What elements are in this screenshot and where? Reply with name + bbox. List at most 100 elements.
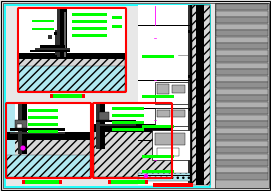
Bar — [196, 5, 204, 185]
Bar — [112, 121, 144, 124]
Bar — [142, 125, 174, 128]
Bar — [142, 95, 174, 97]
Bar — [216, 56, 268, 62]
Bar — [96, 124, 136, 126]
Bar — [94, 104, 171, 177]
Bar — [216, 23, 268, 30]
Bar — [216, 154, 268, 160]
Bar — [28, 123, 58, 125]
Bar — [216, 89, 268, 95]
Bar — [10, 132, 65, 134]
Bar — [188, 30, 191, 33]
Bar — [64, 12, 66, 57]
Bar — [188, 75, 191, 78]
Bar — [216, 17, 268, 23]
Bar — [216, 82, 268, 88]
Bar — [138, 175, 190, 176]
Bar — [188, 150, 191, 153]
Bar — [112, 114, 144, 117]
Bar — [15, 120, 27, 128]
Bar — [216, 11, 268, 17]
Bar — [216, 134, 268, 140]
Bar — [5, 5, 210, 187]
Bar — [216, 76, 268, 82]
Bar — [215, 3, 269, 188]
Bar — [142, 170, 174, 172]
Bar — [35, 48, 70, 50]
Bar — [216, 30, 268, 36]
Bar — [19, 66, 125, 91]
Bar — [22, 104, 27, 154]
Bar — [216, 147, 268, 153]
Bar — [48, 35, 52, 39]
Bar — [190, 5, 192, 185]
Bar — [28, 109, 58, 112]
Bar — [138, 5, 210, 185]
Bar — [112, 25, 122, 28]
Bar — [28, 116, 58, 118]
Bar — [216, 102, 268, 108]
Bar — [138, 140, 190, 141]
Bar — [17, 124, 22, 128]
Bar — [32, 20, 54, 22]
Bar — [216, 115, 268, 121]
Bar — [142, 155, 174, 158]
Bar — [157, 110, 170, 117]
Bar — [18, 104, 22, 154]
Bar — [216, 43, 268, 49]
Bar — [72, 27, 107, 29]
Bar — [22, 180, 62, 184]
Bar — [152, 130, 190, 160]
Bar — [216, 50, 268, 56]
Bar — [138, 173, 190, 181]
Bar — [28, 130, 58, 133]
Bar — [157, 148, 179, 156]
Bar — [96, 120, 136, 122]
Bar — [72, 13, 107, 15]
Bar — [40, 45, 65, 48]
Bar — [188, 5, 190, 185]
Bar — [30, 50, 70, 52]
Bar — [7, 155, 90, 177]
Bar — [216, 128, 268, 134]
Bar — [138, 80, 190, 81]
Bar — [19, 53, 125, 59]
Bar — [216, 4, 268, 10]
Bar — [216, 121, 268, 127]
Bar — [96, 104, 100, 149]
Bar — [216, 160, 268, 167]
Bar — [25, 180, 59, 184]
Bar — [72, 34, 107, 36]
Bar — [112, 107, 144, 109]
Bar — [138, 173, 190, 181]
Bar — [94, 124, 171, 132]
Bar — [7, 155, 90, 177]
Circle shape — [144, 175, 147, 177]
Bar — [60, 9, 67, 57]
Bar — [100, 104, 105, 149]
Bar — [216, 63, 268, 69]
Bar — [216, 167, 268, 173]
Bar — [7, 132, 90, 140]
Bar — [72, 20, 107, 23]
Bar — [216, 108, 268, 114]
Bar — [188, 108, 191, 111]
Bar — [155, 108, 188, 126]
Circle shape — [21, 146, 25, 150]
Bar — [7, 104, 90, 177]
Bar — [138, 108, 190, 109]
Bar — [54, 32, 57, 35]
Bar — [112, 16, 122, 19]
Bar — [172, 85, 185, 93]
Bar — [108, 180, 148, 184]
Bar — [216, 37, 268, 43]
Bar — [53, 94, 82, 97]
Bar — [7, 104, 15, 177]
Bar — [112, 128, 144, 130]
Bar — [216, 173, 268, 180]
Bar — [142, 55, 174, 57]
Bar — [153, 183, 193, 186]
Bar — [192, 5, 210, 185]
Bar — [172, 110, 185, 117]
Bar — [216, 141, 268, 147]
